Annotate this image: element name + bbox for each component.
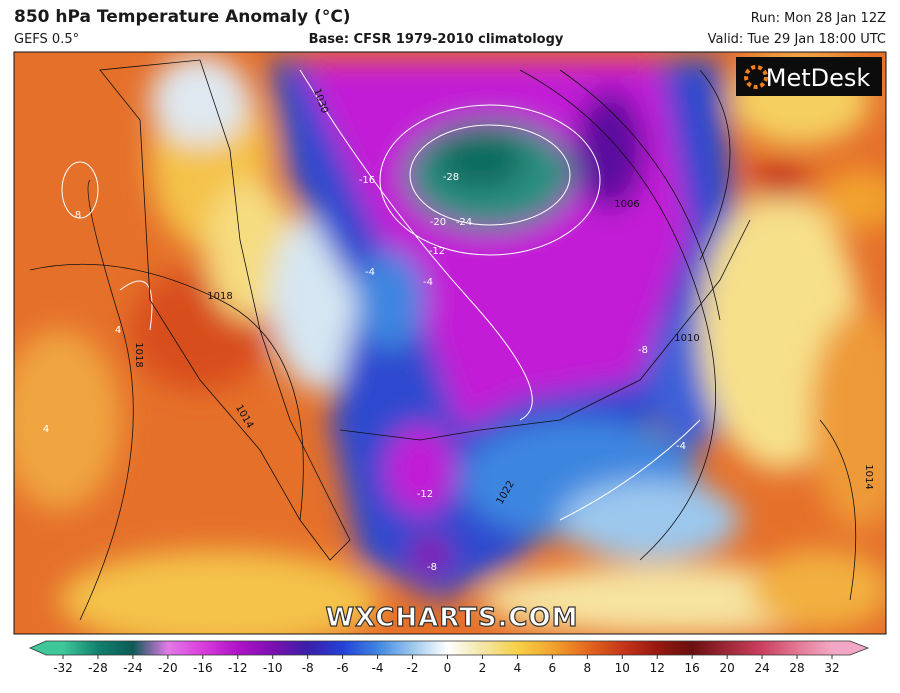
- colorbar-tick-label: -12: [228, 661, 248, 675]
- title: 850 hPa Temperature Anomaly (°C): [14, 7, 351, 27]
- isobar-label: 1010: [674, 333, 699, 344]
- isobar-label: 1018: [207, 291, 232, 302]
- colorbar-tick-label: -4: [372, 661, 384, 675]
- colorbar-tick-label: 24: [754, 661, 769, 675]
- colorbar-tick-label: 6: [549, 661, 557, 675]
- contour-label: -12: [417, 489, 433, 500]
- isobar-label: 1006: [614, 199, 639, 210]
- anomaly-field: [14, 55, 886, 634]
- watermark: WXCHARTS.COM: [325, 603, 578, 633]
- anomaly-contours: [61, 69, 701, 521]
- contour-label: -4: [365, 267, 375, 278]
- colorbar-tick-label: 2: [479, 661, 487, 675]
- run-time: Run: Mon 28 Jan 12Z: [751, 11, 886, 26]
- colorbar-tick-label: 28: [789, 661, 804, 675]
- isobar-label: 1014: [863, 464, 874, 489]
- logo: MetDesk: [736, 57, 882, 96]
- colorbar-tick-label: 8: [583, 661, 591, 675]
- contour-label: -28: [443, 172, 459, 183]
- colorbar-tick-label: -16: [193, 661, 213, 675]
- colorbar-tick-label: -10: [263, 661, 283, 675]
- colorbar-tick-label: -24: [123, 661, 143, 675]
- colorbar-tick-label: -8: [302, 661, 314, 675]
- colorbar: -32 -28 -24 -20 -16 -12 -10 -8 -6 -4 -2 0 2 4 6 8 10 12 16…: [29, 640, 870, 675]
- contour-label: -24: [456, 217, 472, 228]
- colorbar-tick-label: 0: [444, 661, 452, 675]
- contour-label: -8: [638, 345, 648, 356]
- model: GEFS 0.5°: [14, 32, 79, 47]
- contour-label: -8: [427, 562, 437, 573]
- colorbar-tick-label: -2: [407, 661, 419, 675]
- isobar-label: 1018: [133, 342, 144, 367]
- colorbar-tick-label: 16: [685, 661, 700, 675]
- contour-label: -4: [423, 277, 433, 288]
- land-outline: [99, 59, 751, 561]
- contour-label: -20: [430, 217, 446, 228]
- contour-labels: -28 -24 -20 -16 -12 -4 -4 -8 -12 -8 -4 8…: [43, 87, 874, 573]
- pressure-contours: [29, 69, 857, 621]
- logo-box: [736, 57, 882, 96]
- colorbar-bar: [29, 640, 870, 656]
- colorbar-tick-label: 12: [650, 661, 665, 675]
- contour-label: -16: [359, 175, 375, 186]
- contour-label: 8: [75, 210, 81, 221]
- contour-label: 4: [43, 424, 49, 435]
- colorbar-tick-label: 20: [719, 661, 734, 675]
- base: Base: CFSR 1979-2010 climatology: [309, 32, 564, 47]
- logo-icon: [744, 65, 768, 89]
- logo-text: MetDesk: [766, 64, 871, 92]
- map-frame: [13, 51, 887, 635]
- colorbar-tick-label: -28: [88, 661, 108, 675]
- map: -28 -24 -20 -16 -12 -4 -4 -8 -12 -8 -4 8…: [14, 52, 886, 634]
- colorbar-tick-label: -6: [337, 661, 349, 675]
- valid-time: Valid: Tue 29 Jan 18:00 UTC: [708, 32, 886, 47]
- colorbar-tick-label: 32: [824, 661, 839, 675]
- colorbar-tick-label: 10: [615, 661, 630, 675]
- contour-label: -4: [676, 441, 686, 452]
- contour-label: 4: [115, 325, 121, 336]
- colorbar-tick-label: -20: [158, 661, 178, 675]
- colorbar-tick-label: -32: [53, 661, 73, 675]
- contour-label: -12: [429, 246, 445, 257]
- colorbar-tick-label: 4: [514, 661, 522, 675]
